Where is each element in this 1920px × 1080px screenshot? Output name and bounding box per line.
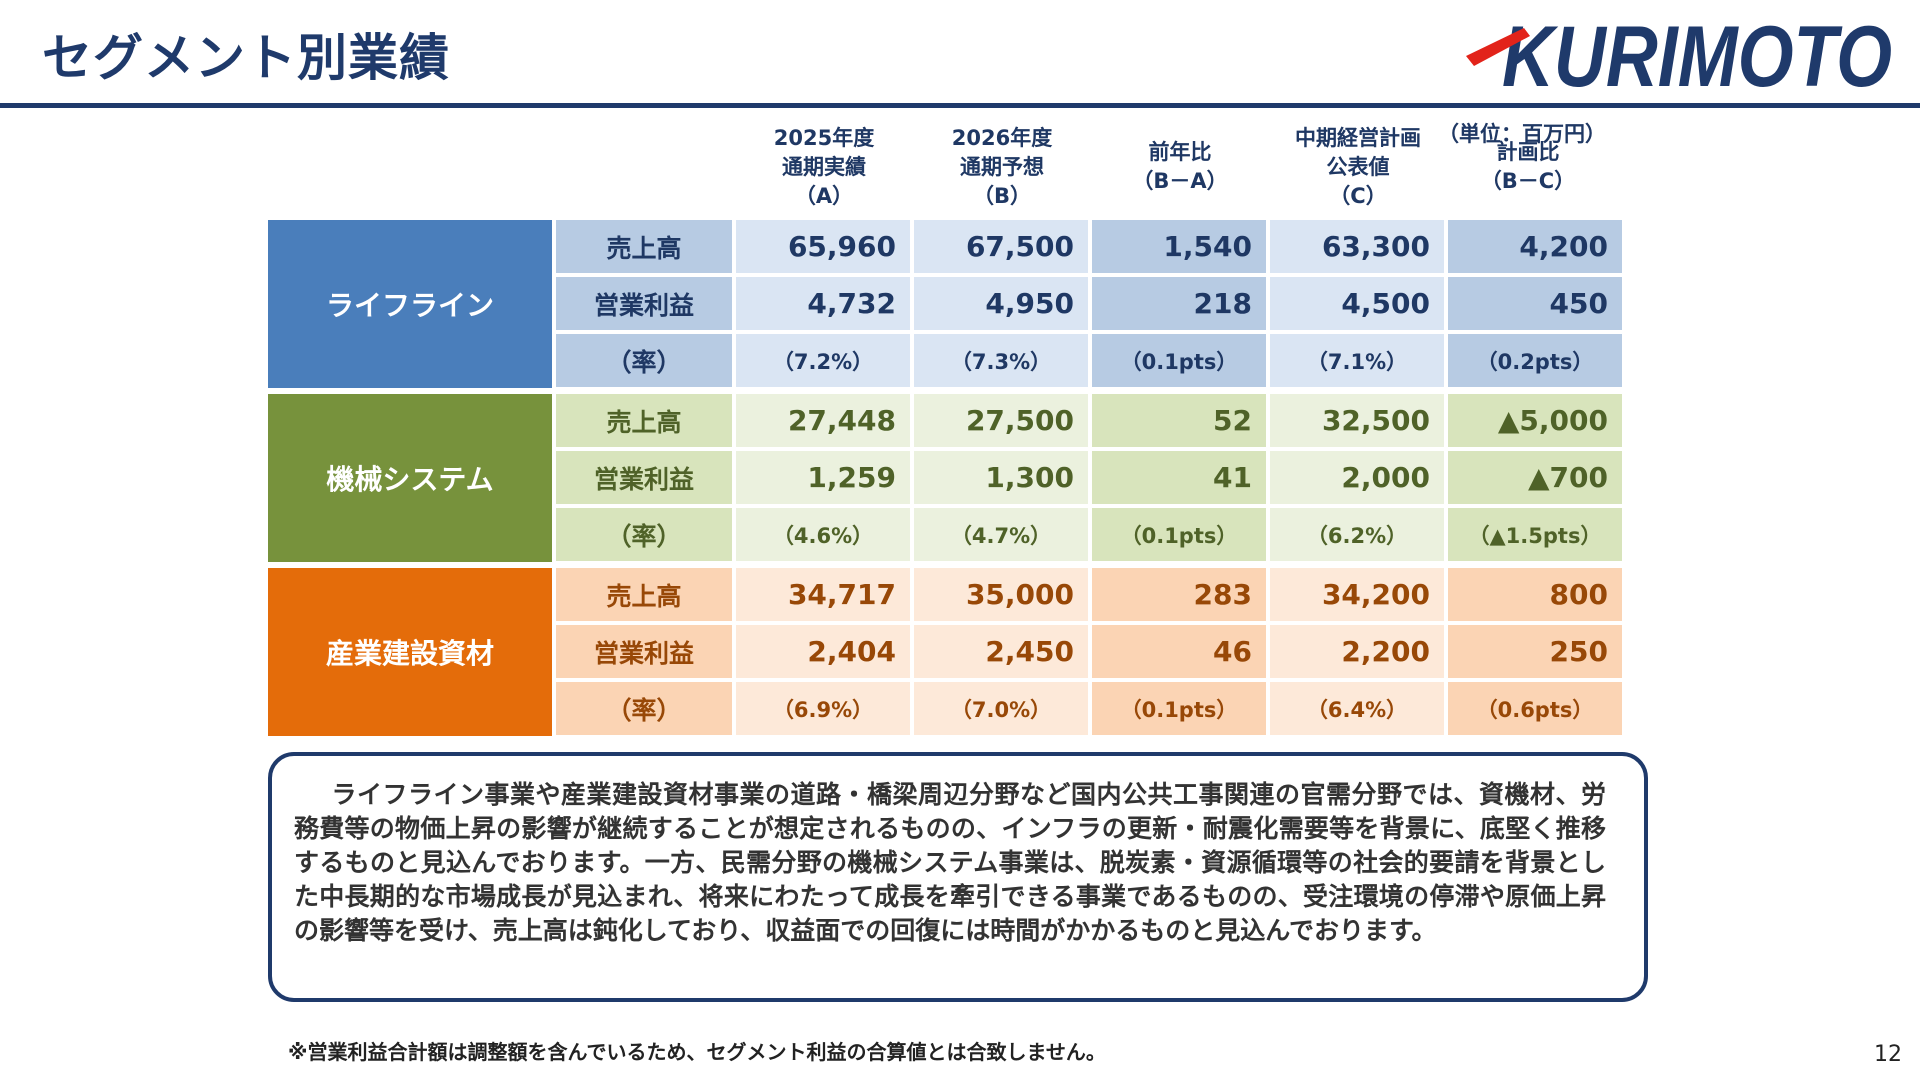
row-label: （率） — [556, 508, 732, 561]
table-cell: 2,450 — [914, 625, 1088, 678]
table-cell: （7.2%） — [736, 334, 910, 387]
table-cell: 1,300 — [914, 451, 1088, 504]
column-header: 2026年度 通期予想 （B） — [914, 124, 1090, 211]
commentary-box: ライフライン事業や産業建設資材事業の道路・橋梁周辺分野など国内公共工事関連の官需… — [268, 752, 1648, 1002]
table-cell: （6.4%） — [1270, 682, 1444, 735]
row-label: 売上高 — [556, 394, 732, 447]
page-number: 12 — [1874, 1042, 1902, 1067]
footnote: ※営業利益合計額は調整額を含んでいるため、セグメント利益の合算値とは合致しません… — [288, 1040, 1106, 1064]
column-header-line: （C） — [1329, 184, 1387, 208]
kurimoto-logo: KURIMOTO — [1466, 9, 1892, 96]
column-header: 計画比 （B－C） — [1440, 138, 1616, 196]
table-cell: 27,448 — [736, 394, 910, 447]
column-header-line: （B－A） — [1132, 169, 1228, 193]
segment-label: 産業建設資材 — [268, 568, 552, 736]
table-cell: 283 — [1092, 568, 1266, 621]
segment-label: 機械システム — [268, 394, 552, 562]
table-cell: （7.0%） — [914, 682, 1088, 735]
column-header-line: 前年比 — [1148, 140, 1212, 164]
table-cell: 32,500 — [1270, 394, 1444, 447]
table-cell: ▲5,000 — [1448, 394, 1622, 447]
column-header-line: 2025年度 — [773, 126, 875, 150]
table-cell: 41 — [1092, 451, 1266, 504]
table-cell: 2,404 — [736, 625, 910, 678]
table-cell: 35,000 — [914, 568, 1088, 621]
table-cell: （0.6pts） — [1448, 682, 1622, 735]
table-cell: 218 — [1092, 277, 1266, 330]
table-cell: 65,960 — [736, 220, 910, 273]
table-cell: 450 — [1448, 277, 1622, 330]
table-cell: 1,540 — [1092, 220, 1266, 273]
table-cell: （0.1pts） — [1092, 508, 1266, 561]
table-cell: 63,300 — [1270, 220, 1444, 273]
row-label: 売上高 — [556, 568, 732, 621]
column-header-line: 通期実績 — [782, 155, 866, 179]
table-cell: 1,259 — [736, 451, 910, 504]
table-cell: 4,200 — [1448, 220, 1622, 273]
table-cell: 34,200 — [1270, 568, 1444, 621]
page-title: セグメント別業績 — [42, 29, 450, 87]
table-cell: 34,717 — [736, 568, 910, 621]
column-header-line: 計画比 — [1496, 140, 1560, 164]
table-cell: 67,500 — [914, 220, 1088, 273]
row-label: （率） — [556, 682, 732, 735]
column-header-line: （A） — [794, 184, 854, 208]
table-cell: 4,500 — [1270, 277, 1444, 330]
row-label: 売上高 — [556, 220, 732, 273]
column-header-line: （B－C） — [1480, 169, 1576, 193]
column-header-line: 2026年度 — [951, 126, 1053, 150]
table-cell: 800 — [1448, 568, 1622, 621]
column-header-line: 中期経営計画 — [1295, 126, 1421, 150]
column-header-line: （B） — [972, 184, 1031, 208]
table-cell: （7.3%） — [914, 334, 1088, 387]
table-cell: ▲700 — [1448, 451, 1622, 504]
header-divider — [0, 103, 1920, 108]
row-label: 営業利益 — [556, 277, 732, 330]
table-cell: （0.2pts） — [1448, 334, 1622, 387]
table-cell: 4,732 — [736, 277, 910, 330]
column-header: 前年比 （B－A） — [1092, 138, 1268, 196]
unit-note: （単位：百万円） — [1438, 122, 1606, 146]
table-cell: （0.1pts） — [1092, 334, 1266, 387]
column-header-line: 通期予想 — [960, 155, 1044, 179]
segment-label: ライフライン — [268, 220, 552, 388]
table-cell: （7.1%） — [1270, 334, 1444, 387]
table-cell: 27,500 — [914, 394, 1088, 447]
table-cell: （0.1pts） — [1092, 682, 1266, 735]
table-cell: （6.9%） — [736, 682, 910, 735]
column-header: 2025年度 通期実績 （A） — [736, 124, 912, 211]
column-header: 中期経営計画 公表値 （C） — [1270, 124, 1446, 211]
table-cell: 2,000 — [1270, 451, 1444, 504]
table-cell: 4,950 — [914, 277, 1088, 330]
table-cell: （4.6%） — [736, 508, 910, 561]
svg-text:KURIMOTO: KURIMOTO — [1502, 9, 1892, 96]
table-cell: （4.7%） — [914, 508, 1088, 561]
table-cell: （▲1.5pts） — [1448, 508, 1622, 561]
row-label: 営業利益 — [556, 451, 732, 504]
table-cell: 52 — [1092, 394, 1266, 447]
row-label: （率） — [556, 334, 732, 387]
row-label: 営業利益 — [556, 625, 732, 678]
table-cell: 250 — [1448, 625, 1622, 678]
column-header-line: 公表値 — [1326, 155, 1390, 179]
table-cell: （6.2%） — [1270, 508, 1444, 561]
table-cell: 46 — [1092, 625, 1266, 678]
table-cell: 2,200 — [1270, 625, 1444, 678]
